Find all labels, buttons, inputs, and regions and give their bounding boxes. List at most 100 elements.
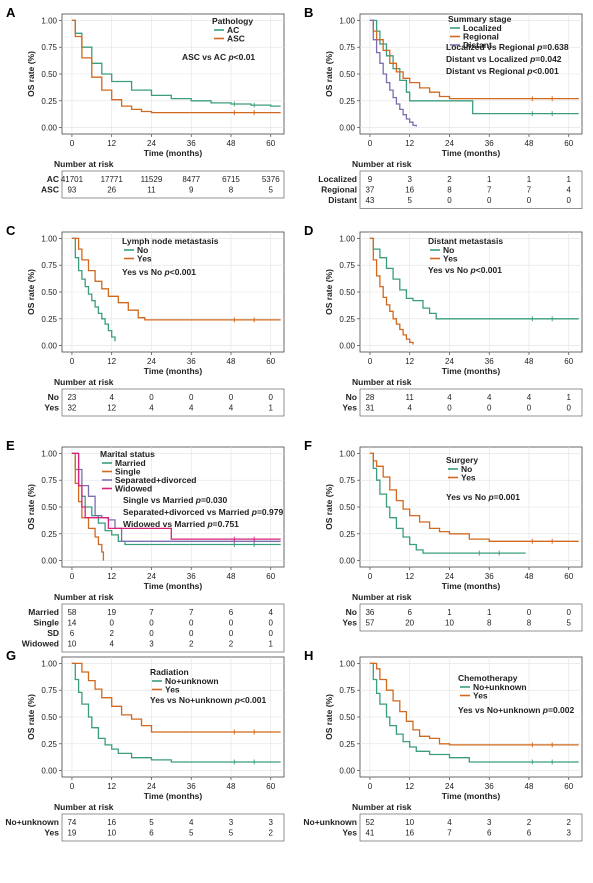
y-axis-label: OS rate (%) (26, 484, 36, 530)
x-tick-label: 0 (70, 572, 75, 581)
risk-value: 0 (269, 619, 274, 628)
legend-label: Yes (137, 254, 152, 264)
km-curve-yes (369, 237, 414, 345)
x-tick-label: 12 (107, 572, 116, 581)
x-axis-label: Time (months) (144, 791, 203, 801)
risk-value: 12 (107, 404, 116, 413)
risk-row-label: SD (47, 628, 59, 638)
legend-label: Regional (463, 32, 499, 42)
legend-label: Yes (165, 685, 180, 695)
y-tick-label: 1.00 (41, 16, 57, 25)
y-axis-label: OS rate (%) (324, 269, 334, 315)
risk-value: 0 (487, 196, 492, 205)
risk-table-title: Number at risk (54, 592, 114, 602)
panel-letter: C (6, 223, 16, 238)
risk-value: 10 (445, 619, 454, 628)
legend-label: Distant (463, 40, 492, 50)
x-tick-label: 60 (266, 572, 275, 581)
risk-value: 2 (447, 175, 452, 184)
risk-value: 4 (189, 818, 194, 827)
panel-letter: A (6, 5, 16, 20)
y-tick-label: 0.25 (339, 315, 355, 324)
risk-value: 7 (527, 186, 532, 195)
risk-table-title: Number at risk (352, 159, 412, 169)
legend-label: AC (227, 25, 239, 35)
risk-value: 0 (487, 404, 492, 413)
risk-value: 28 (365, 393, 374, 402)
legend-title: Pathology (212, 16, 253, 26)
risk-value: 26 (107, 186, 116, 195)
x-tick-label: 24 (147, 139, 156, 148)
risk-value: 1 (269, 640, 274, 649)
legend-title: Summary stage (448, 14, 512, 24)
panel-letter: G (6, 648, 16, 663)
risk-value: 0 (109, 619, 114, 628)
p-value-annotation: Separated+divorced vs Married p=0.979 (123, 507, 283, 517)
y-tick-label: 0.00 (339, 557, 355, 566)
y-tick-label: 0.75 (41, 43, 57, 52)
x-tick-label: 24 (445, 782, 454, 791)
risk-value: 4 (447, 393, 452, 402)
risk-table-title: Number at risk (352, 802, 412, 812)
risk-row-label: No+unknown (5, 817, 59, 827)
risk-table-box (359, 170, 583, 209)
risk-row-label: Married (28, 607, 59, 617)
risk-value: 8477 (182, 175, 200, 184)
risk-value: 0 (189, 393, 194, 402)
y-tick-label: 0.00 (41, 557, 57, 566)
legend-label: Localized (463, 23, 502, 33)
x-tick-label: 60 (564, 782, 573, 791)
km-curve-yes (369, 452, 579, 542)
risk-value: 0 (229, 393, 234, 402)
legend-label: Yes (473, 691, 488, 701)
y-tick-label: 0.75 (41, 261, 57, 270)
y-tick-label: 0.00 (41, 342, 57, 351)
risk-value: 43 (365, 196, 374, 205)
risk-value: 93 (67, 186, 76, 195)
km-curve-yes (71, 662, 281, 733)
risk-value: 4 (149, 404, 154, 413)
x-axis-label: Time (months) (144, 581, 203, 591)
y-tick-label: 0.75 (339, 476, 355, 485)
x-axis-label: Time (months) (442, 581, 501, 591)
risk-value: 6 (487, 829, 492, 838)
risk-value: 1 (567, 393, 572, 402)
risk-value: 7 (447, 829, 452, 838)
risk-table-title: Number at risk (352, 592, 412, 602)
km-curve-yes (369, 662, 579, 746)
risk-value: 3 (229, 818, 234, 827)
risk-value: 0 (269, 393, 274, 402)
risk-row-label: Yes (44, 403, 59, 413)
risk-value: 11 (147, 186, 156, 195)
p-value-annotation: Single vs Married p=0.030 (123, 495, 227, 505)
y-axis-label: OS rate (%) (324, 484, 334, 530)
x-tick-label: 24 (445, 139, 454, 148)
risk-table-box (61, 813, 285, 842)
x-tick-label: 48 (525, 782, 534, 791)
legend-label: Separated+divorced (115, 475, 197, 485)
x-axis-label: Time (months) (442, 148, 501, 158)
risk-row-label: Single (33, 618, 59, 628)
x-tick-label: 48 (525, 139, 534, 148)
risk-row-label: No+unknown (303, 817, 357, 827)
risk-value: 20 (405, 619, 414, 628)
risk-value: 4 (109, 640, 114, 649)
p-value-annotation: Distant vs Localized p=0.042 (446, 54, 562, 64)
risk-value: 37 (365, 186, 374, 195)
y-tick-label: 0.75 (339, 686, 355, 695)
p-value-annotation: Widowed vs Married p=0.751 (123, 519, 239, 529)
y-tick-label: 0.25 (41, 740, 57, 749)
risk-row-label: No (346, 607, 357, 617)
x-tick-label: 24 (445, 572, 454, 581)
risk-value: 23 (67, 393, 76, 402)
risk-value: 0 (229, 629, 234, 638)
x-tick-label: 12 (405, 782, 414, 791)
km-curve-yes (71, 237, 281, 321)
risk-table-title: Number at risk (54, 377, 114, 387)
p-value-annotation: Yes vs No p<0.001 (428, 265, 502, 275)
panel-letter: F (304, 438, 312, 453)
panel-letter: E (6, 438, 15, 453)
risk-value: 41 (365, 829, 374, 838)
